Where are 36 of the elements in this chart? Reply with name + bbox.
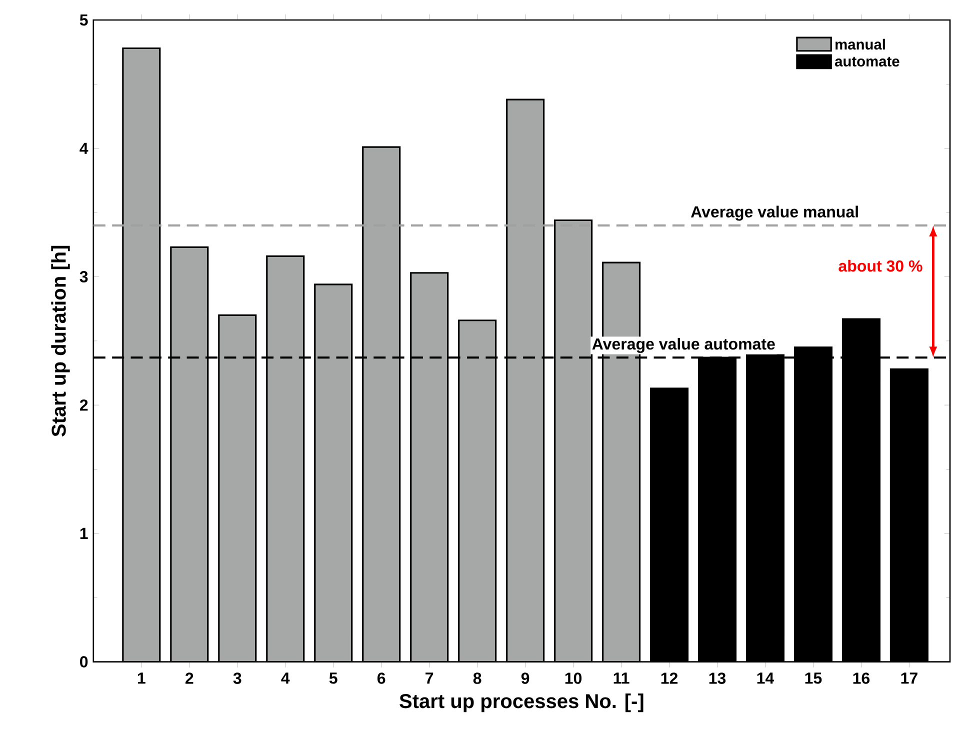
x-tick-label: 8 [473, 672, 482, 684]
ref-line-label: Average value manual [690, 206, 858, 221]
x-tick-label: 16 [853, 672, 870, 684]
bar [266, 256, 304, 662]
legend-label: manual [836, 38, 885, 50]
x-tick-label: 7 [426, 672, 434, 684]
y-axis-title: Start up duration [h] [51, 246, 70, 437]
bar [170, 247, 208, 662]
x-tick-label: 1 [138, 672, 146, 684]
y-tick-label: 0 [80, 656, 88, 668]
x-tick-label: 2 [185, 672, 194, 684]
y-tick-label: 5 [80, 14, 88, 26]
x-tick-label: 13 [709, 672, 726, 684]
x-tick-label: 5 [329, 672, 338, 684]
x-tick-label: 9 [521, 672, 530, 684]
y-tick-label: 1 [80, 528, 88, 540]
bar [410, 272, 448, 662]
x-tick-label: 11 [614, 672, 630, 684]
ref-line-label: Average value automate [592, 338, 775, 353]
bar [218, 315, 256, 662]
y-tick-label: 3 [80, 271, 88, 282]
x-tick-label: 12 [661, 672, 678, 684]
y-tick-label: 4 [80, 142, 88, 154]
y-tick-label: 2 [80, 400, 88, 411]
legend-label: automate [835, 56, 900, 67]
x-axis-title: Start up processes No. [-] [400, 694, 644, 712]
x-tick-label: 6 [377, 672, 386, 684]
x-tick-label: 17 [901, 672, 918, 684]
x-tick-label: 3 [233, 672, 242, 684]
annotation: about 30 % [838, 260, 922, 272]
x-tick-label: 10 [565, 672, 582, 684]
bar [314, 284, 352, 662]
x-tick-label: 4 [281, 672, 290, 684]
x-tick-label: 14 [757, 672, 774, 684]
x-tick-label: 15 [805, 672, 822, 684]
bar [458, 320, 496, 662]
